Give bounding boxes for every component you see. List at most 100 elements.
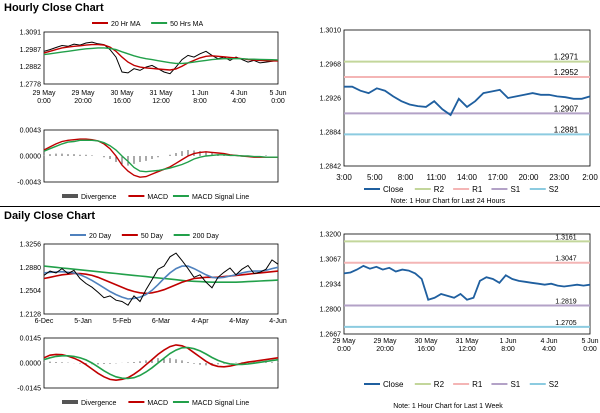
hourly-macd-panel: 0.0043 0.0000 -0.0043 Divergence MACD MACD Si… <box>0 124 290 206</box>
daily-price-xtick-6: 4-Jun <box>269 318 287 325</box>
hourly-price-legend-label-0: 20 Hr MA <box>111 21 141 28</box>
hourly-levels-xtick-4: 14:00 <box>457 173 478 182</box>
daily-price-ytick-2: 1.2504 <box>20 288 42 295</box>
daily-note: Note: 1 Hour Chart for Last 1 Week <box>393 403 503 410</box>
hourly-macd-legend-swatch-0 <box>62 194 78 198</box>
section-divider <box>0 206 600 207</box>
hourly-macd-legend-label-2: MACD Signal Line <box>192 194 249 201</box>
daily-macd-series-macd-signal-line <box>43 346 279 380</box>
daily-macd-panel: 0.0145 0.0000 -0.0145 Divergence MACD MACD Si… <box>0 334 290 412</box>
hourly-macd-ytick-1: 0.0000 <box>20 154 42 161</box>
daily-macd-chart: 0.0145 0.0000 -0.0145 Divergence MACD MACD Si… <box>17 336 279 407</box>
daily-levels-series-close <box>343 264 591 301</box>
hourly-levels-ytick-1: 1.2968 <box>320 62 342 69</box>
hourly-levels-series-close <box>344 85 591 117</box>
hourly-price-xtick-2: 30 May 16:00 <box>111 90 134 105</box>
daily-price-xtick-0: 6-Dec <box>35 318 54 325</box>
daily-price-ytick-0: 1.3256 <box>20 242 42 249</box>
daily-macd-legend-label-0: Divergence <box>81 400 117 407</box>
hourly-price-ytick-0: 1.3091 <box>20 30 42 37</box>
daily-price-series-200-day <box>43 265 279 284</box>
daily-levels-ytick-4: 1.2667 <box>320 332 342 339</box>
hourly-levels-xtick-7: 23:00 <box>549 173 570 182</box>
hourly-title: Hourly Close Chart <box>4 2 104 14</box>
hourly-levels-level-label-r1: 1.2952 <box>554 68 579 77</box>
hourly-price-xtick-1: 29 May 20:00 <box>72 90 95 105</box>
daily-levels-ytick-3: 1.2800 <box>320 307 342 314</box>
daily-macd-legend-label-2: MACD Signal Line <box>192 400 249 407</box>
daily-price-series-50-day <box>43 270 279 295</box>
daily-price-xtick-3: 6-Mar <box>152 318 171 325</box>
hourly-price-legend-label-1: 50 Hrs MA <box>170 21 203 28</box>
daily-levels-panel: 1.3200 1.3067 1.2934 1.2800 1.2667 1.3161 1.30… <box>298 226 599 404</box>
hourly-price-chart: 20 Hr MA 50 Hrs MA 1.3091 1.2987 1.2882 1.277… <box>20 21 287 105</box>
daily-price-xtick-5: 4-May <box>229 318 249 325</box>
daily-levels-legend-label-0: Close <box>383 380 404 389</box>
hourly-macd-legend-label-0: Divergence <box>81 194 117 201</box>
plot-area <box>43 31 279 85</box>
hourly-levels-level-label-r2: 1.2971 <box>554 53 579 62</box>
daily-price-legend-label-1: 50 Day <box>141 233 164 240</box>
hourly-levels-level-label-s1: 1.2907 <box>554 104 579 113</box>
hourly-levels-legend-label-3: S1 <box>510 185 520 194</box>
hourly-levels-legend-label-2: R1 <box>472 185 483 194</box>
daily-levels-xtick-0: 29 May 0:00 <box>333 338 356 353</box>
hourly-levels-level-label-s2: 1.2881 <box>554 125 579 134</box>
hourly-macd-series-macd-signal-line <box>43 139 278 173</box>
daily-levels-xtick-4: 1 Jun 8:00 <box>499 338 516 353</box>
hourly-levels-ytick-2: 1.2926 <box>320 96 342 103</box>
hourly-levels-xtick-5: 17:00 <box>488 173 509 182</box>
hourly-price-ytick-1: 1.2987 <box>20 47 42 54</box>
daily-price-ytick-3: 1.2128 <box>20 312 42 319</box>
daily-macd-ytick-1: 0.0000 <box>20 361 42 368</box>
daily-macd-ytick-2: -0.0145 <box>17 386 41 393</box>
hourly-levels-xtick-3: 11:00 <box>427 173 447 182</box>
hourly-levels-xtick-8: 2:00 <box>582 173 598 182</box>
daily-levels-level-label-r2: 1.3161 <box>555 234 577 241</box>
daily-levels-level-label-s2: 1.2705 <box>555 320 577 327</box>
daily-price-series-20-day <box>43 265 279 300</box>
daily-price-legend-label-2: 200 Day <box>193 233 220 240</box>
daily-title: Daily Close Chart <box>4 210 96 222</box>
daily-price-chart: 20 Day 50 Day 200 Day 1.3256 1.2880 1.2504 1.2… <box>20 233 287 325</box>
daily-levels-ytick-0: 1.3200 <box>320 232 342 239</box>
hourly-levels-chart: 1.3010 1.2968 1.2926 1.2884 1.2842 1.2971 1.29… <box>320 28 599 195</box>
daily-price-ytick-1: 1.2880 <box>20 265 42 272</box>
daily-macd-ytick-0: 0.0145 <box>20 336 42 343</box>
hourly-price-series-50-hrs-ma <box>43 47 279 65</box>
hourly-macd-ytick-2: -0.0043 <box>17 180 41 187</box>
daily-levels-chart: 1.3200 1.3067 1.2934 1.2800 1.2667 1.3161 1.30… <box>320 232 599 390</box>
daily-levels-xtick-1: 29 May 20:00 <box>374 338 397 353</box>
hourly-macd-chart: 0.0043 0.0000 -0.0043 Divergence MACD MACD Si… <box>17 128 279 201</box>
daily-levels-legend-label-1: R2 <box>434 380 445 389</box>
daily-levels-xtick-5: 4 Jun 4:00 <box>540 338 557 353</box>
daily-levels-xtick-3: 31 May 12:00 <box>456 338 479 353</box>
daily-levels-ytick-2: 1.2934 <box>320 281 342 288</box>
hourly-levels-legend-label-4: S2 <box>549 185 559 194</box>
hourly-levels-legend-label-1: R2 <box>434 185 445 194</box>
daily-price-xtick-2: 5-Feb <box>113 318 131 325</box>
hourly-price-xtick-5: 4 Jun 4:00 <box>230 90 247 105</box>
daily-price-xtick-4: 4-Apr <box>191 318 209 325</box>
daily-price-series-close <box>43 252 279 306</box>
daily-macd-legend-swatch-0 <box>62 400 78 404</box>
hourly-levels-xtick-1: 5:00 <box>367 173 383 182</box>
daily-price-panel: 20 Day 50 Day 200 Day 1.3256 1.2880 1.2504 1.2… <box>0 228 290 334</box>
hourly-levels-xtick-0: 3:00 <box>336 173 352 182</box>
hourly-levels-ytick-4: 1.2842 <box>320 164 342 171</box>
plot-area <box>343 29 591 167</box>
hourly-levels-ytick-3: 1.2884 <box>320 130 342 137</box>
daily-levels-xtick-6: 5 Jun 0:00 <box>581 338 598 353</box>
hourly-levels-xtick-6: 20:00 <box>518 173 539 182</box>
hourly-price-xtick-0: 29 May 0:00 <box>33 90 56 105</box>
hourly-levels-xtick-2: 8:00 <box>398 173 414 182</box>
hourly-levels-legend-label-0: Close <box>383 185 404 194</box>
daily-levels-ytick-1: 1.3067 <box>320 256 342 263</box>
daily-price-xtick-1: 5-Jan <box>74 318 92 325</box>
hourly-levels-panel: 1.3010 1.2968 1.2926 1.2884 1.2842 1.2971 1.29… <box>298 14 599 202</box>
daily-macd-legend-label-1: MACD <box>147 400 168 407</box>
hourly-price-panel: 20 Hr MA 50 Hrs MA 1.3091 1.2987 1.2882 1.277… <box>0 16 290 124</box>
hourly-price-xtick-6: 5 Jun 0:00 <box>269 90 286 105</box>
daily-levels-legend-label-4: S2 <box>549 380 559 389</box>
daily-price-legend-label-0: 20 Day <box>89 233 112 240</box>
